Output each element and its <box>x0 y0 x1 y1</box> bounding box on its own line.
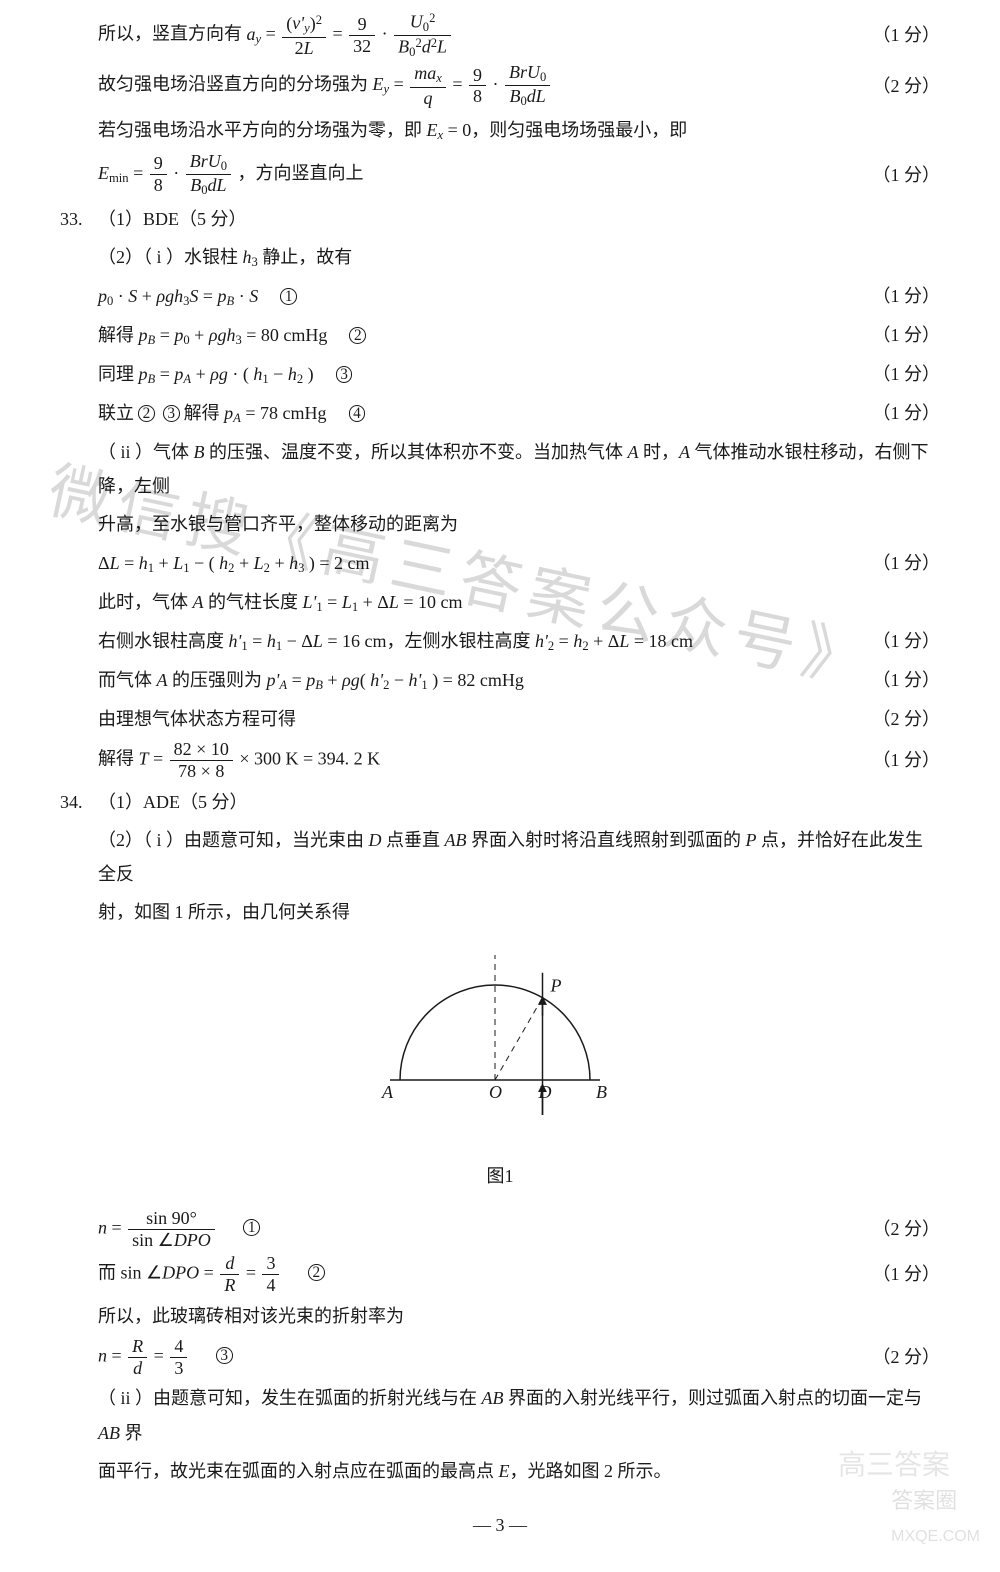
svg-text:A: A <box>381 1082 394 1102</box>
figure-1-svg: A O D B P <box>365 950 635 1140</box>
score: （1 分） <box>853 743 941 777</box>
score: （1 分） <box>853 318 941 352</box>
qnum: 34. <box>60 785 98 819</box>
step-line: 解得 pB = p0 + ρgh3 = 80 cmHg 2 （1 分） <box>60 318 940 353</box>
step-line: 联立23解得 pA = 78 cmHg 4 （1 分） <box>60 396 940 431</box>
watermark-corner: 答案圈 MXQE.COM <box>891 1480 980 1552</box>
step-line: 射，如图 1 所示，由几何关系得 <box>60 895 940 929</box>
svg-text:B: B <box>596 1082 607 1102</box>
step-line: 而 sin ∠DPO = dR = 34 2 （1 分） <box>60 1254 940 1295</box>
score: （1 分） <box>853 18 941 52</box>
svg-text:O: O <box>489 1082 502 1102</box>
question-34: 34. （1）ADE（5 分） <box>60 785 940 819</box>
qnum: 33. <box>60 202 98 236</box>
step-line: 故匀强电场沿竖直方向的分场强为 Ey = maxq = 98 · BrU0B0d… <box>60 63 940 109</box>
score: （1 分） <box>853 624 941 658</box>
step-line: 右侧水银柱高度 h'1 = h1 − ΔL = 16 cm，左侧水银柱高度 h'… <box>60 624 940 659</box>
page-number: — 3 — <box>60 1508 940 1542</box>
score: （1 分） <box>853 396 941 430</box>
score: （1 分） <box>853 357 941 391</box>
svg-text:P: P <box>550 975 562 995</box>
q34-1: （1）ADE（5 分） <box>98 785 940 819</box>
step-line: （ ii ）由题意可知，发生在弧面的折射光线与在 AB 界面的入射光线平行，则过… <box>60 1381 940 1449</box>
svg-text:D: D <box>538 1082 552 1102</box>
step-line: 此时，气体 A 的气柱长度 L'1 = L1 + ΔL = 10 cm <box>60 585 940 620</box>
step-line: 所以，此玻璃砖相对该光束的折射率为 <box>60 1299 940 1333</box>
score: （1 分） <box>853 1257 941 1291</box>
step-line: （ ii ）气体 B 的压强、温度不变，所以其体积亦不变。当加热气体 A 时，A… <box>60 435 940 503</box>
step-line: 而气体 A 的压强则为 p'A = pB + ρg( h'2 − h'1 ) =… <box>60 663 940 698</box>
step-line: ΔL = h1 + L1 − ( h2 + L2 + h3 ) = 2 cm （… <box>60 546 940 581</box>
score: （2 分） <box>853 702 941 736</box>
score: （2 分） <box>853 1212 941 1246</box>
step-line: 若匀强电场沿水平方向的分场强为零，即 Ex = 0，则匀强电场场强最小，即 <box>60 113 940 148</box>
figure-1-caption: 图1 <box>60 1159 940 1193</box>
step-line: （2）（ i ）由题意可知，当光束由 D 点垂直 AB 界面入射时将沿直线照射到… <box>60 823 940 891</box>
step-line: 由理想气体状态方程可得 （2 分） <box>60 702 940 736</box>
step-line: p0 · S + ρgh3S = pB · S 1 （1 分） <box>60 279 940 314</box>
score: （2 分） <box>853 69 941 103</box>
step-line: （2）（ i ）水银柱 h3 静止，故有 <box>60 240 940 275</box>
score: （2 分） <box>853 1340 941 1374</box>
page: 微信搜《高三答案公众号》 高三答案 答案圈 MXQE.COM 所以，竖直方向有 … <box>0 0 1000 1572</box>
figure-1: A O D B P <box>60 950 940 1151</box>
step-line: Emin = 98 · BrU0B0dL ，方向竖直向上 （1 分） <box>60 152 940 198</box>
score: （1 分） <box>853 158 941 192</box>
step-line: 同理 pB = pA + ρg · ( h1 − h2 ) 3 （1 分） <box>60 357 940 392</box>
score: （1 分） <box>853 279 941 313</box>
step-line: 面平行，故光束在弧面的入射点应在弧面的最高点 E，光路如图 2 所示。 <box>60 1454 940 1488</box>
q33-1: （1）BDE（5 分） <box>98 202 940 236</box>
question-33: 33. （1）BDE（5 分） <box>60 202 940 236</box>
score: （1 分） <box>853 663 941 697</box>
score: （1 分） <box>853 546 941 580</box>
step-line: n = Rd = 43 3 （2 分） <box>60 1337 940 1378</box>
step-line: 升高，至水银与管口齐平，整体移动的距离为 <box>60 507 940 541</box>
step-line: n = sin 90°sin ∠DPO 1 （2 分） <box>60 1209 940 1250</box>
step-line: 所以，竖直方向有 ay = (v'y)22L = 932 · U02B02d2L… <box>60 12 940 59</box>
step-line: 解得 T = 82 × 1078 × 8 × 300 K = 394. 2 K … <box>60 740 940 781</box>
